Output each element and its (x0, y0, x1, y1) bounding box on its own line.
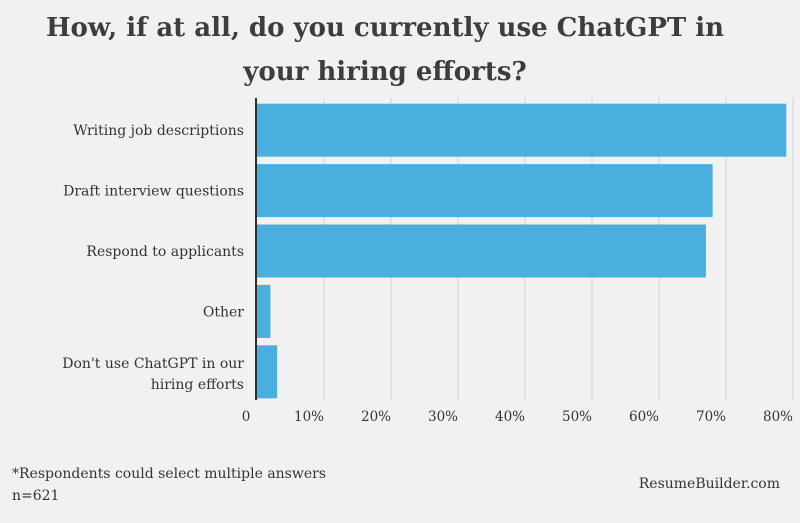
category-label: Draft interview questions (63, 184, 244, 200)
footnote: *Respondents could select multiple answe… (12, 463, 326, 507)
x-tick-labels: 0 10% 20% 30% 40% 50% 60% 70% 80% (242, 409, 793, 425)
category-label: Don't use ChatGPT in our hiring efforts (62, 356, 244, 393)
x-tick-label: 40% (495, 409, 525, 425)
sample-size: n=621 (12, 488, 60, 504)
bar (257, 284, 271, 338)
x-tick-label: 60% (629, 409, 659, 425)
x-tick-label: 30% (428, 409, 458, 425)
bar-chart: Writing job descriptions Draft interview … (62, 98, 794, 425)
x-tick-label: 10% (294, 409, 324, 425)
footnote-text: *Respondents could select multiple answe… (12, 466, 327, 482)
bar (257, 164, 713, 218)
bar (257, 103, 787, 157)
category-labels: Writing job descriptions Draft interview … (62, 123, 244, 393)
x-tick-label: 50% (562, 409, 592, 425)
category-label: Respond to applicants (86, 244, 244, 260)
brand-label: ResumeBuilder.com (638, 476, 780, 492)
chart-title: How, if at all, do you currently use Cha… (40, 6, 730, 94)
bar (257, 345, 278, 399)
x-tick-label: 80% (763, 409, 793, 425)
bar (257, 224, 706, 278)
chart-title-line-1: How, if at all, do you currently use Cha… (45, 13, 725, 43)
x-tick-label: 70% (696, 409, 726, 425)
bars (257, 103, 787, 399)
x-tick-label: 20% (361, 409, 391, 425)
category-label: Other (203, 304, 244, 320)
x-tick-label: 0 (242, 409, 251, 425)
category-label: Writing job descriptions (73, 123, 244, 139)
chart-title-line-2: your hiring efforts? (243, 57, 527, 87)
